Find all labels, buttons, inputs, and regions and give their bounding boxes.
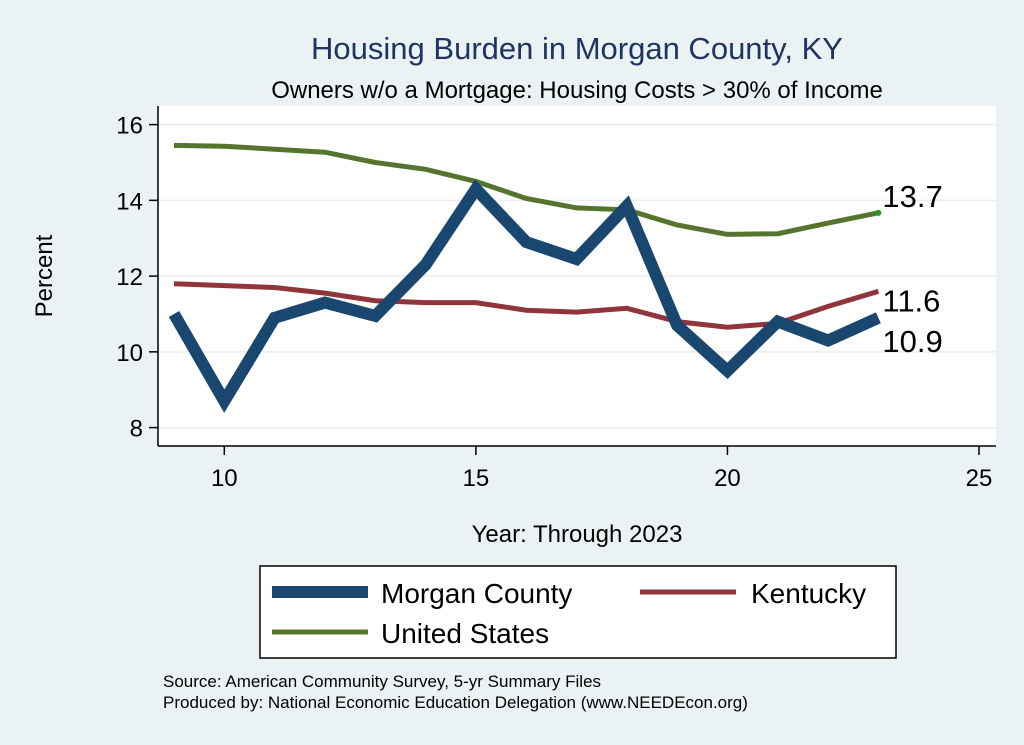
end-labels: 13.7 11.6 10.9 (882, 179, 942, 359)
series-group (168, 142, 882, 413)
x-axis-title: Year: Through 2023 (472, 521, 683, 548)
legend-label-morgan-county: Morgan County (381, 578, 572, 609)
y-tick-label: 12 (116, 264, 143, 291)
end-label-kentucky: 11.6 (882, 283, 940, 318)
y-tick-label: 8 (130, 416, 143, 443)
legend: Morgan County Kentucky United States (259, 565, 897, 659)
y-axis-title: Percent (31, 234, 58, 317)
source-note: Source: American Community Survey, 5-yr … (163, 672, 601, 691)
axes: 8 10 12 14 16 10 15 20 25 (116, 106, 996, 492)
series-line-kentucky (173, 281, 880, 330)
series-line-morgan-county (168, 179, 881, 413)
y-tick-label: 14 (116, 188, 143, 215)
legend-label-united-states: United States (381, 618, 549, 649)
x-tick-label: 10 (211, 465, 238, 492)
y-tick-label: 16 (116, 113, 143, 140)
chart-title: Housing Burden in Morgan County, KY (311, 31, 843, 66)
grid (158, 123, 996, 429)
series-line-united-states (173, 142, 879, 237)
legend-box (259, 565, 897, 659)
produced-by-note: Produced by: National Economic Education… (163, 693, 748, 712)
x-tick-label: 20 (714, 465, 741, 492)
legend-label-kentucky: Kentucky (751, 578, 866, 609)
chart-subtitle: Owners w/o a Mortgage: Housing Costs > 3… (271, 77, 883, 104)
x-tick-label: 25 (966, 465, 993, 492)
end-label-united-states: 13.7 (882, 179, 942, 214)
end-marker-united-states (875, 209, 882, 216)
x-tick-label: 15 (463, 465, 490, 492)
y-tick-label: 10 (116, 340, 143, 367)
end-label-morgan-county: 10.9 (882, 324, 942, 359)
